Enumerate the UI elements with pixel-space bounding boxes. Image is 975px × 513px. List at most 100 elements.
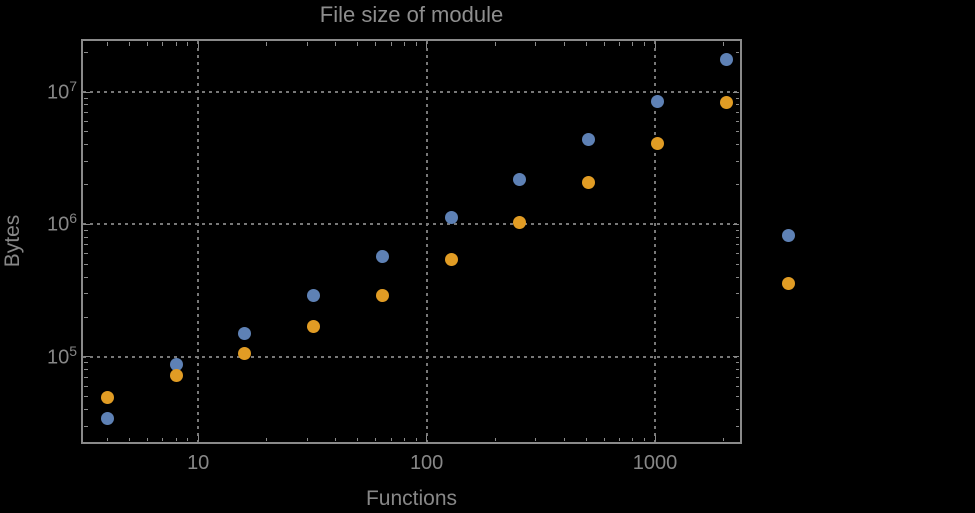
x-tick (632, 437, 634, 441)
y-tick (733, 356, 739, 358)
x-tick (357, 42, 359, 46)
x-tick (723, 42, 725, 46)
x-tick (535, 42, 537, 46)
x-tick (426, 42, 428, 48)
x-tick (106, 42, 108, 46)
data-point-series-orange (307, 319, 321, 333)
y-tick (84, 131, 88, 133)
y-tick (735, 369, 739, 371)
y-tick-label: 105 (46, 342, 77, 369)
y-tick (84, 144, 88, 146)
x-tick (619, 42, 621, 46)
y-tick (735, 385, 739, 387)
data-point-series-blue (238, 327, 252, 341)
x-tick (128, 437, 130, 441)
y-tick (735, 131, 739, 133)
data-point-series-blue (650, 94, 664, 108)
x-tick (403, 42, 405, 46)
y-tick (84, 362, 88, 364)
x-tick (603, 42, 605, 46)
y-tick-label: 106 (46, 210, 77, 237)
x-axis-label: Functions (365, 487, 458, 510)
y-tick (735, 362, 739, 364)
data-point-series-orange (100, 391, 114, 405)
y-tick (84, 409, 88, 411)
y-tick (735, 184, 739, 186)
y-tick (735, 244, 739, 246)
y-tick (84, 184, 88, 186)
x-tick-label: 1000 (632, 452, 678, 474)
plot-frame (81, 39, 742, 444)
x-tick (147, 42, 148, 46)
y-tick (735, 104, 739, 106)
data-point-series-orange (444, 253, 458, 267)
x-gridline (654, 41, 657, 442)
x-tick (106, 437, 108, 441)
x-tick (535, 437, 537, 441)
y-tick (84, 91, 90, 93)
x-tick (128, 42, 130, 46)
data-point-series-blue (513, 172, 527, 186)
x-tick (375, 437, 377, 441)
x-tick (335, 437, 337, 441)
y-tick (733, 223, 739, 225)
x-tick (335, 42, 337, 46)
x-tick (175, 42, 177, 46)
y-tick (84, 316, 88, 318)
x-tick (632, 42, 634, 46)
x-tick (390, 437, 392, 441)
x-tick (654, 435, 656, 441)
y-tick (84, 230, 88, 232)
y-tick (84, 97, 88, 99)
x-tick (187, 42, 189, 46)
x-tick (306, 437, 308, 441)
data-point-series-orange (719, 96, 733, 110)
y-tick (735, 253, 739, 255)
y-tick (735, 376, 739, 378)
x-tick (654, 42, 656, 48)
data-point-series-blue (307, 289, 321, 303)
data-point-series-blue (100, 412, 114, 426)
x-tick (357, 437, 359, 441)
y-tick (84, 104, 88, 106)
y-tick (84, 160, 88, 162)
y-gridline (83, 223, 738, 226)
x-tick (197, 42, 199, 48)
y-tick (84, 385, 88, 387)
y-tick (84, 236, 88, 238)
y-tick (733, 91, 739, 93)
y-tick (735, 236, 739, 238)
y-tick (84, 223, 90, 225)
y-tick (735, 276, 739, 278)
y-tick (735, 120, 739, 122)
x-tick (494, 437, 496, 441)
y-tick (84, 369, 88, 371)
x-tick (426, 435, 428, 441)
x-tick (603, 437, 605, 441)
data-point-series-blue (444, 211, 458, 225)
x-tick (266, 437, 268, 441)
y-tick (84, 120, 88, 122)
x-gridline (197, 41, 200, 442)
x-tick (403, 437, 405, 441)
x-tick (585, 437, 587, 441)
x-tick (187, 437, 189, 441)
y-tick (84, 51, 88, 53)
x-tick (162, 437, 164, 441)
x-tick (563, 42, 565, 46)
y-tick (735, 97, 739, 99)
data-point-series-orange (238, 346, 252, 360)
x-tick (415, 42, 417, 46)
x-tick (415, 437, 417, 441)
data-point-series-orange (650, 136, 664, 150)
y-tick (84, 112, 88, 114)
y-tick (84, 244, 88, 246)
data-point-series-blue (169, 358, 183, 372)
x-tick (175, 437, 177, 441)
data-point-series-blue (375, 250, 389, 264)
data-point-series-orange (582, 176, 596, 190)
x-tick (563, 437, 565, 441)
y-tick (735, 112, 739, 114)
y-tick (84, 253, 88, 255)
